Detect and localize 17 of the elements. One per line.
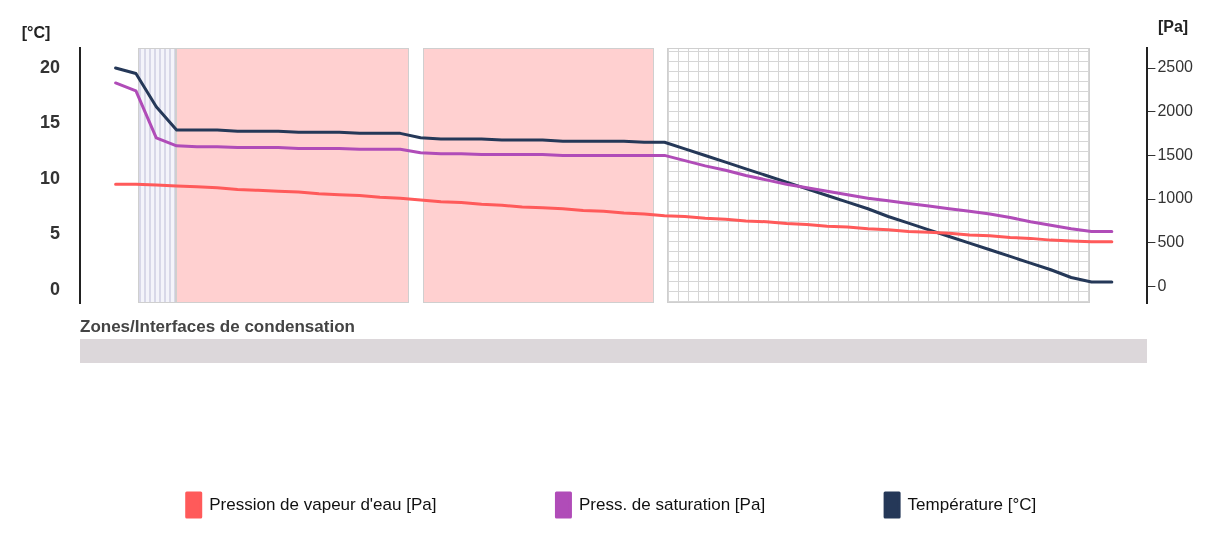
y-tick-label: 15 xyxy=(39,112,61,133)
legend-label: Press. de saturation [Pa] xyxy=(578,494,766,514)
y2-tick-label: 2000 xyxy=(1157,102,1194,120)
y2-tick-label: 2500 xyxy=(1157,58,1194,76)
y-tick-label: 0 xyxy=(50,278,61,299)
y2-axis-title: [Pa] xyxy=(1157,18,1189,36)
y-tick-label: 10 xyxy=(39,167,61,188)
text: Zones/Interfaces de condensation xyxy=(80,317,355,337)
y-tick-label: 5 xyxy=(50,223,61,244)
y2-tick-label: 1500 xyxy=(1157,145,1194,163)
legend-label: Température [°C] xyxy=(907,494,1037,514)
y2-tick-label: 1000 xyxy=(1157,189,1194,207)
y-tick-label: 20 xyxy=(39,56,61,77)
y2-tick-label: 0 xyxy=(1157,276,1167,294)
y-axis-title: [°C] xyxy=(21,24,51,42)
legend-label: Pression de vapeur d'eau [Pa] xyxy=(209,494,437,514)
y2-tick-label: 500 xyxy=(1157,233,1185,251)
